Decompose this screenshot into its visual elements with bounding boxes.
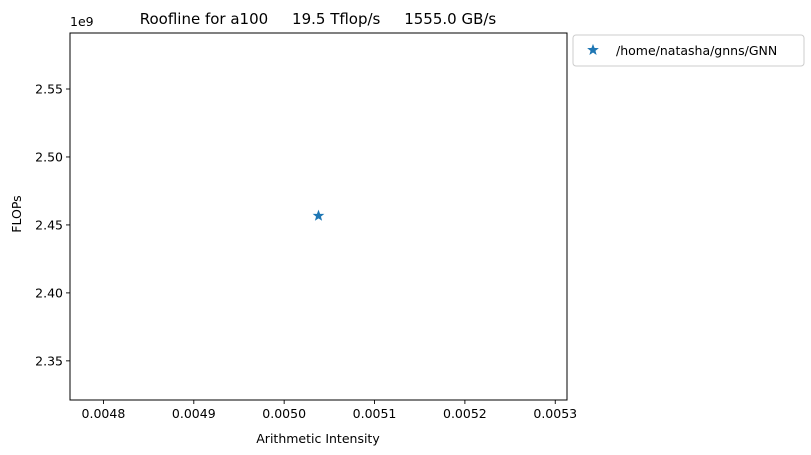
x-tick-label: 0.0053 — [533, 406, 577, 421]
y-axis-label: FLOPs — [9, 195, 24, 232]
legend-entry-label: /home/natasha/gnns/GNN — [616, 43, 777, 58]
legend-marker-star-icon — [587, 43, 599, 55]
y-axis-ticks: 2.35 2.40 2.45 2.50 2.55 — [35, 82, 70, 368]
data-point-star — [312, 209, 325, 221]
x-axis-label: Arithmetic Intensity — [256, 431, 380, 446]
x-tick-label: 0.0052 — [443, 406, 487, 421]
y-tick-label: 2.50 — [35, 149, 63, 164]
x-tick-label: 0.0051 — [353, 406, 397, 421]
series-layer — [312, 209, 325, 221]
legend: /home/natasha/gnns/GNN — [572, 34, 805, 67]
legend-frame — [572, 34, 805, 67]
x-tick-label: 0.0049 — [172, 406, 216, 421]
plot-area — [69, 32, 568, 401]
y-tick-label: 2.40 — [35, 285, 63, 300]
y-tick-label: 2.45 — [35, 217, 63, 232]
x-tick-label: 0.0050 — [262, 406, 306, 421]
x-axis-ticks: 0.0048 0.0049 0.0050 0.0051 0.0052 0.0053 — [82, 400, 577, 421]
axes-frame — [69, 32, 568, 401]
y-tick-label: 2.55 — [35, 82, 63, 97]
x-tick-label: 0.0048 — [82, 406, 126, 421]
y-axis-offset-text: 1e9 — [70, 14, 94, 29]
chart-title: Roofline for a100 19.5 Tflop/s 1555.0 GB… — [140, 10, 497, 28]
y-tick-label: 2.35 — [35, 353, 63, 368]
legend-star-marker — [587, 43, 599, 55]
